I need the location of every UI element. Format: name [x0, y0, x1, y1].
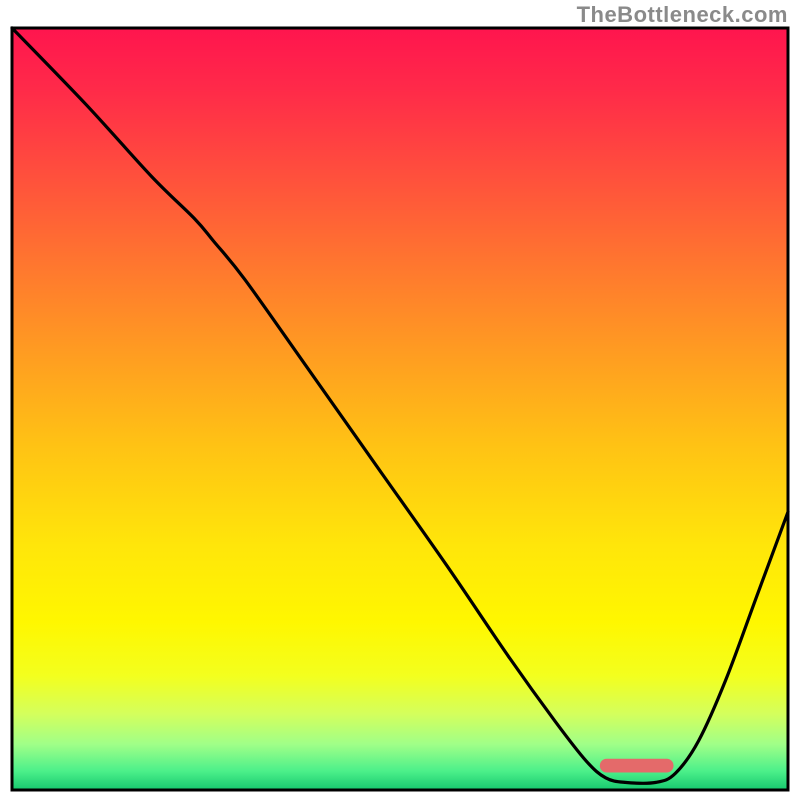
chart-container: TheBottleneck.com	[0, 0, 800, 800]
bottleneck-chart	[0, 0, 800, 800]
watermark-text: TheBottleneck.com	[577, 2, 788, 28]
gradient-background	[12, 28, 788, 790]
optimal-marker	[600, 759, 674, 773]
